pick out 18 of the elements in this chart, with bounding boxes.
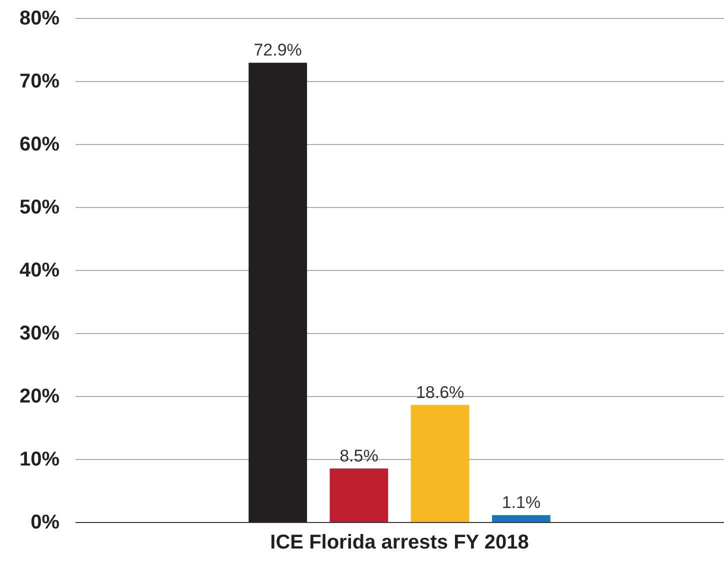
x-tick-label: ICE Florida arrests FY 2018	[270, 532, 529, 554]
y-tick-label: 80%	[19, 8, 60, 30]
data-label: 8.5%	[340, 446, 378, 466]
bar	[248, 62, 308, 522]
y-tick-label: 40%	[19, 260, 60, 282]
y-tick-label: 0%	[30, 512, 60, 534]
y-tick-label: 50%	[19, 196, 60, 218]
data-label: 18.6%	[416, 382, 464, 402]
data-label: 1.1%	[502, 493, 541, 512]
bar	[410, 404, 470, 522]
bar	[492, 515, 550, 522]
y-tick-label: 10%	[19, 448, 60, 470]
y-tick-label: 20%	[19, 386, 60, 408]
bar	[330, 468, 388, 522]
y-tick-label: 70%	[19, 70, 60, 92]
data-label: 72.9%	[254, 40, 302, 60]
y-tick-label: 30%	[19, 322, 60, 344]
y-tick-label: 60%	[19, 134, 60, 156]
